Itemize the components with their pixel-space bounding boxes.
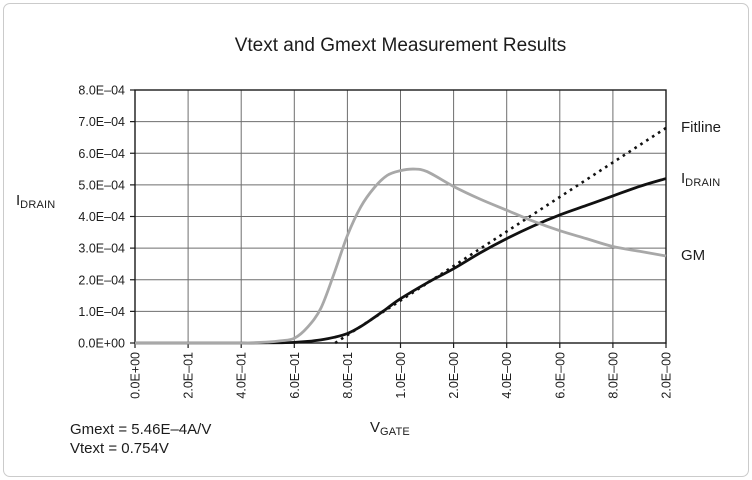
x-tick-label: 6.0E–01 bbox=[288, 352, 302, 399]
y-tick-label: 4.0E–04 bbox=[78, 210, 125, 224]
series-line-fitline bbox=[334, 126, 667, 345]
x-tick-label: 2.0E–01 bbox=[182, 352, 196, 399]
x-axis-label: VGATE bbox=[340, 419, 440, 438]
chart-title: Vtext and Gmext Measurement Results bbox=[234, 35, 567, 56]
x-tick-label: 1.0E–00 bbox=[394, 352, 408, 399]
x-axis-label-main: V bbox=[370, 419, 381, 436]
y-axis-label: IDRAIN bbox=[16, 192, 56, 211]
y-tick-label: 6.0E–04 bbox=[78, 147, 125, 161]
y-tick-label: 8.0E–04 bbox=[78, 84, 125, 98]
x-axis-label-sub: GATE bbox=[380, 426, 410, 438]
y-tick-label: 5.0E–04 bbox=[78, 178, 125, 192]
x-tick-label: 8.0E–00 bbox=[606, 352, 620, 399]
legend-label-sub: DRAIN bbox=[685, 176, 721, 189]
result-annotations: Gmext = 5.46E–4A/V Vtext = 0.754V bbox=[70, 420, 211, 458]
y-tick-label: 0.0E+00 bbox=[78, 337, 125, 351]
x-tick-label: 2.0E–00 bbox=[660, 352, 674, 399]
y-tick-label: 2.0E–04 bbox=[78, 273, 125, 287]
x-tick-label: 0.0E+00 bbox=[129, 352, 143, 399]
legend-label-idrain: IDRAIN bbox=[681, 169, 721, 189]
y-tick-label: 1.0E–04 bbox=[78, 305, 125, 319]
legend-label-main: GM bbox=[681, 247, 706, 265]
y-axis-label-sub: DRAIN bbox=[20, 199, 56, 211]
gmext-annotation: Gmext = 5.46E–4A/V bbox=[70, 421, 212, 438]
vtext-annotation: Vtext = 0.754V bbox=[70, 440, 169, 457]
plot-frame bbox=[134, 89, 667, 344]
x-tick-label: 4.0E–01 bbox=[235, 352, 249, 399]
series-line-gm bbox=[135, 167, 667, 345]
x-tick-label: 8.0E–01 bbox=[341, 352, 355, 399]
legend-label-gm: GM bbox=[681, 247, 705, 264]
legend-label-fitline: Fitline bbox=[681, 119, 721, 136]
legend-label-main: I bbox=[681, 169, 686, 187]
x-tick-label: 4.0E–00 bbox=[500, 352, 514, 399]
y-axis-label-main: I bbox=[16, 192, 21, 209]
x-tick-label: 2.0E–00 bbox=[447, 352, 461, 399]
y-tick-label: 3.0E–04 bbox=[78, 242, 125, 256]
series-line-idrain bbox=[135, 177, 667, 345]
legend-label-main: Fitline bbox=[681, 118, 722, 136]
x-tick-label: 6.0E–00 bbox=[553, 352, 567, 399]
y-tick-label: 7.0E–04 bbox=[78, 115, 125, 129]
